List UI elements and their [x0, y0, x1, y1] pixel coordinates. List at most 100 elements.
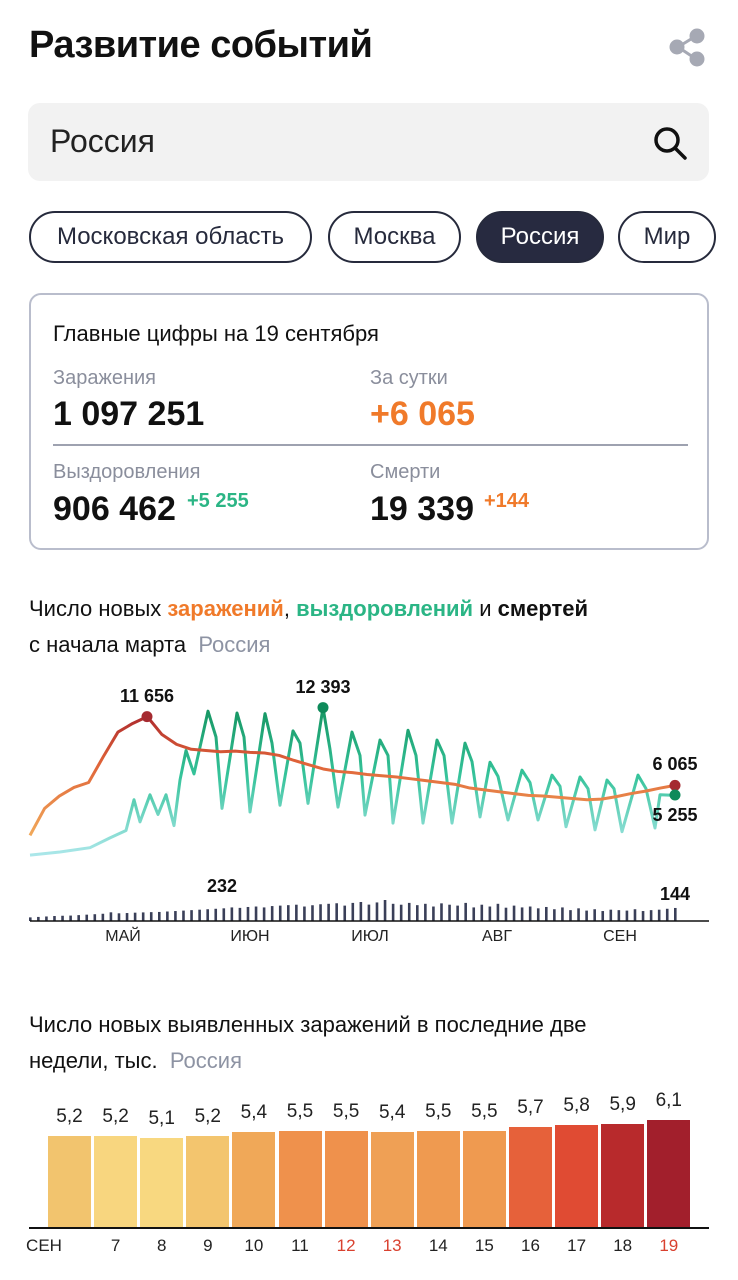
bar-tick-label: 18 — [613, 1236, 633, 1255]
summary-card: Главные цифры на 19 сентября Заражения 1… — [29, 293, 709, 550]
recoveries-delta: +5 255 — [187, 490, 249, 512]
deaths-delta: +144 — [484, 490, 530, 512]
deaths-bar — [536, 908, 540, 921]
deaths-bar — [407, 902, 411, 921]
deaths-bar — [496, 903, 500, 921]
bar — [601, 1123, 645, 1228]
deaths-bar — [214, 908, 218, 921]
deaths-bar — [504, 907, 508, 921]
deaths-bar — [117, 913, 121, 921]
bar-value-label: 5,2 — [56, 1105, 83, 1127]
title-deaths: смертей — [497, 596, 589, 621]
deaths-bar — [246, 906, 250, 921]
deaths-bar — [625, 910, 629, 921]
deaths-bar — [93, 914, 97, 921]
month-tick-label: СЕН — [603, 928, 637, 945]
bar — [647, 1120, 691, 1228]
bar-tick-label: 9 — [203, 1236, 213, 1255]
deaths-bar — [69, 915, 72, 921]
recoveries-label: Выздоровления — [53, 461, 201, 483]
bar-tick-label: 12 — [336, 1236, 356, 1255]
bar-value-label: 6,1 — [655, 1090, 682, 1111]
bar — [232, 1132, 276, 1228]
deaths-bar — [569, 910, 572, 921]
search-field[interactable]: Россия — [28, 103, 709, 181]
deaths-bar — [125, 913, 129, 921]
bar-tick-label: СЕН — [26, 1236, 62, 1255]
deaths-bar — [158, 911, 161, 921]
bar-tick-label: 14 — [428, 1236, 448, 1255]
title-comma: , — [283, 596, 297, 621]
deaths-bar — [399, 904, 403, 921]
recoveries-marker — [669, 789, 681, 801]
deaths-bar — [633, 909, 637, 921]
divider — [53, 444, 688, 446]
deaths-bar — [61, 915, 64, 921]
title-infections: заражений — [167, 596, 284, 621]
bar-tick-label: 13 — [382, 1236, 402, 1255]
deaths-bar — [545, 906, 548, 921]
deaths-bar — [601, 911, 605, 921]
bar-tick-label: 16 — [521, 1236, 540, 1255]
chip-russia[interactable]: Россия — [476, 211, 604, 263]
deaths-bar — [311, 905, 314, 921]
infections-marker — [141, 711, 153, 723]
deaths-bar — [577, 908, 580, 921]
deaths-value: 19 339 — [370, 490, 474, 528]
deaths-bar — [512, 905, 516, 921]
bar-value-label: 5,5 — [425, 1100, 452, 1122]
deaths-bar — [480, 904, 484, 921]
search-icon[interactable] — [650, 123, 690, 163]
bar-value-label: 5,5 — [332, 1100, 360, 1122]
deaths-bar — [359, 901, 363, 921]
daily-label: За сутки — [370, 367, 448, 389]
deaths-bar — [674, 907, 677, 921]
deaths-bar — [238, 907, 242, 921]
chip-world[interactable]: Мир — [618, 211, 716, 263]
line-chart-title: Число новых заражений, выздоровлений и с… — [29, 591, 588, 663]
bar-value-label: 5,5 — [286, 1100, 314, 1122]
line-chart — [28, 702, 709, 922]
infections-marker — [669, 779, 681, 791]
deaths-bar — [182, 910, 185, 921]
title-text: Число новых — [29, 596, 168, 621]
deaths-bar — [222, 908, 226, 921]
bar-value-label: 5,5 — [471, 1100, 498, 1122]
deaths-bar — [174, 911, 177, 921]
bar — [509, 1127, 552, 1228]
deaths-bar — [424, 903, 427, 921]
share-icon[interactable] — [668, 28, 708, 68]
deaths-bar — [278, 905, 282, 921]
bar — [278, 1130, 322, 1228]
deaths-bar — [585, 910, 588, 921]
deaths-bar — [456, 905, 459, 921]
bar-tick-label: 19 — [659, 1236, 679, 1255]
bar-value-label: 5,4 — [240, 1102, 268, 1124]
deaths-bar — [343, 905, 347, 921]
month-tick-label: МАЙ — [105, 928, 141, 945]
bar-chart-title: Число новых выявленных заражений в после… — [29, 1007, 587, 1079]
bar-value-label: 5,4 — [378, 1102, 406, 1124]
deaths-bar — [464, 902, 467, 921]
bar-value-label: 5,7 — [517, 1097, 544, 1119]
deaths-bar — [198, 909, 201, 921]
deaths-bar — [593, 909, 596, 921]
bar-tick-label: 11 — [291, 1236, 309, 1255]
annotation-label: 232 — [206, 876, 238, 896]
daily-value: +6 065 — [370, 395, 475, 433]
chip-moscow[interactable]: Москва — [328, 211, 461, 263]
bar-value-label: 5,2 — [102, 1105, 129, 1127]
deaths-bar — [665, 908, 669, 921]
deaths-bar — [270, 906, 274, 921]
deaths-bar — [254, 906, 258, 921]
bar-value-label: 5,8 — [563, 1095, 590, 1117]
title-recoveries: выздоровлений — [296, 596, 474, 621]
page-title: Развитие событий — [29, 24, 373, 66]
deaths-bar — [327, 903, 330, 921]
search-input[interactable]: Россия — [50, 123, 155, 159]
deaths-bar — [149, 912, 153, 921]
chip-moscow-region[interactable]: Московская область — [29, 211, 312, 263]
deaths-bar — [295, 904, 298, 921]
bar-tick-label: 7 — [110, 1236, 121, 1255]
infections-line — [28, 715, 676, 837]
